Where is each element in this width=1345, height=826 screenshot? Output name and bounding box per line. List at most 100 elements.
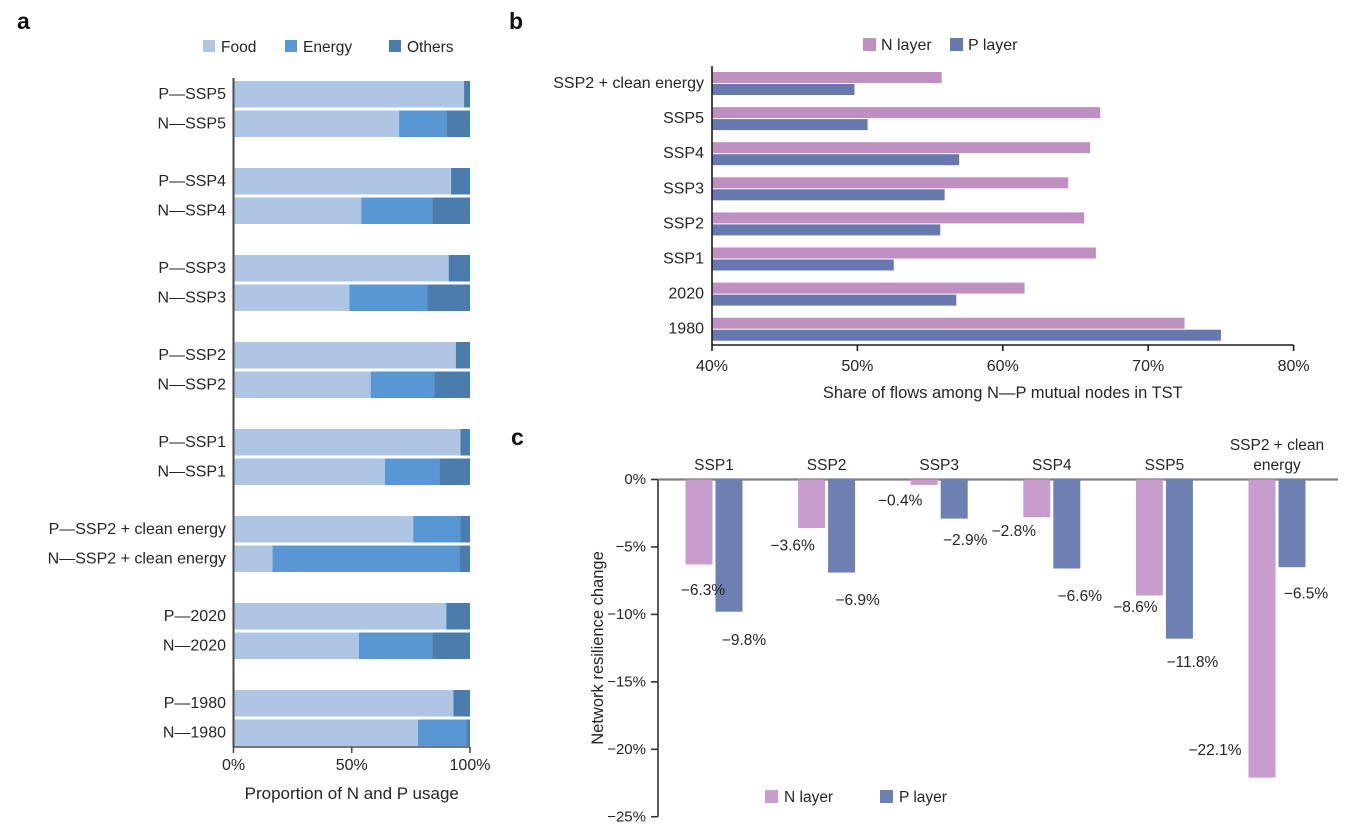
bar-p-layer [712, 119, 868, 131]
bar-p-layer [1053, 479, 1081, 569]
bar-p-layer [712, 329, 1221, 341]
row-label: P—SSP1 [158, 434, 226, 451]
value-label-p: −2.9% [943, 532, 988, 549]
bar-n-layer [798, 479, 826, 529]
bar-p-layer [715, 479, 743, 612]
category-label: SSP1 [663, 251, 704, 268]
bar-n-layer [1248, 479, 1276, 778]
bar-p-layer [1278, 479, 1306, 568]
category-label: SSP5 [1145, 457, 1185, 474]
bar-n-layer [712, 72, 942, 83]
row-label: N—SSP5 [158, 115, 227, 132]
bar-segment-food [233, 255, 449, 282]
bar-segment-others [453, 690, 470, 717]
bar-segment-energy [384, 458, 440, 485]
value-label-p: −6.6% [1058, 588, 1103, 605]
row-label: P—SSP2 + clean energy [49, 521, 226, 538]
category-label: SSP4 [663, 145, 704, 162]
x-axis-title: Share of flows among N—P mutual nodes in… [823, 384, 1183, 402]
bar-p-layer [712, 189, 945, 201]
y-tick-label: −20% [607, 741, 646, 758]
legend-label: Energy [303, 39, 352, 56]
bar-segment-energy [358, 632, 433, 659]
category-label: 1980 [668, 321, 704, 338]
legend-label: Food [221, 39, 256, 56]
row-label: N—SSP3 [158, 289, 227, 306]
legend-swatch-energy-icon [285, 40, 297, 52]
bar-n-layer [712, 317, 1185, 329]
category-label: SSP2 + clean [1230, 437, 1324, 454]
bar-segment-others [466, 719, 470, 746]
x-tick-label: 0% [222, 757, 245, 774]
category-label: SSP4 [1032, 457, 1072, 474]
bar-segment-others [451, 168, 470, 195]
bar-segment-energy [417, 719, 467, 746]
legend-swatch-p-layer-icon [880, 790, 893, 803]
x-tick-label: 80% [1278, 358, 1310, 375]
bar-p-layer [1165, 479, 1193, 639]
x-tick-label: 60% [987, 358, 1019, 375]
panel-b-legend: N layer P layer [863, 37, 1018, 54]
row-label: P—SSP4 [158, 173, 226, 190]
bar-n-layer [685, 479, 713, 565]
panel-a-chart: P—SSP5 N—SSP5 P—SSP4 N—SSP4 P—SSP3 N—SSP3 P—SS… [48, 78, 490, 803]
value-label-n: −3.6% [770, 538, 815, 555]
row-label: N—SSP4 [158, 202, 227, 219]
bar-p-layer [940, 479, 968, 519]
bar-segment-energy [349, 284, 428, 311]
bar-segment-energy [370, 371, 435, 398]
bar-segment-food [233, 197, 362, 224]
x-tick-label: 40% [696, 358, 728, 375]
legend-swatch-n-layer-icon [863, 38, 876, 51]
bar-segment-others [460, 429, 470, 456]
bar-segment-energy [272, 545, 460, 572]
row-label: P—SSP5 [158, 86, 226, 103]
bar-segment-food [233, 458, 385, 485]
row-label: P—1980 [164, 695, 226, 712]
row-label: N—SSP1 [158, 463, 227, 480]
bar-segment-food [233, 342, 456, 369]
row-label: N—2020 [163, 637, 226, 654]
y-tick-label: −10% [607, 606, 646, 623]
bar-segment-food [233, 110, 400, 137]
bar-p-layer [712, 294, 957, 306]
bar-p-layer [712, 84, 855, 95]
panel-a-legend: Food Energy Others [203, 39, 454, 56]
bar-segment-food [233, 429, 461, 456]
bar-segment-others [439, 458, 470, 485]
bar-n-layer [712, 107, 1101, 119]
y-tick-label: −25% [607, 808, 646, 825]
row-label: P—SSP2 [158, 347, 226, 364]
category-label: SSP3 [663, 180, 704, 197]
value-label-n: −0.4% [878, 492, 923, 509]
legend-swatch-n-layer-icon [765, 790, 778, 803]
y-axis-title: Network resilience change [589, 551, 607, 745]
value-label-p: −11.8% [1166, 654, 1218, 671]
bar-segment-others [427, 284, 470, 311]
row-label: N—SSP2 [158, 376, 227, 393]
category-label: SSP2 + clean energy [553, 75, 704, 92]
panel-a-letter: a [17, 8, 30, 34]
panel-c-chart: 0% −5% −10% −15% −20% −25% Network resilience … [589, 437, 1338, 825]
panel-c-letter: c [511, 424, 524, 450]
bar-n-layer [712, 282, 1025, 294]
category-label: energy [1253, 457, 1301, 474]
legend-swatch-p-layer-icon [950, 38, 963, 51]
bar-n-layer [1023, 479, 1051, 518]
bar-segment-others [432, 197, 470, 224]
bar-segment-food [233, 371, 371, 398]
value-label-p: −6.5% [1284, 586, 1329, 603]
bar-p-layer [712, 224, 941, 236]
value-label-n: −6.3% [681, 582, 726, 599]
bar-n-layer [910, 479, 938, 485]
bar-segment-others [460, 516, 470, 543]
bar-p-layer [712, 259, 894, 271]
panel-c-legend: N layer P layer [765, 789, 947, 806]
legend-label: N layer [784, 789, 833, 806]
row-label: N—SSP2 + clean energy [48, 550, 226, 567]
bar-n-layer [712, 212, 1085, 224]
bar-segment-others [446, 110, 470, 137]
bar-segment-others [455, 342, 470, 369]
